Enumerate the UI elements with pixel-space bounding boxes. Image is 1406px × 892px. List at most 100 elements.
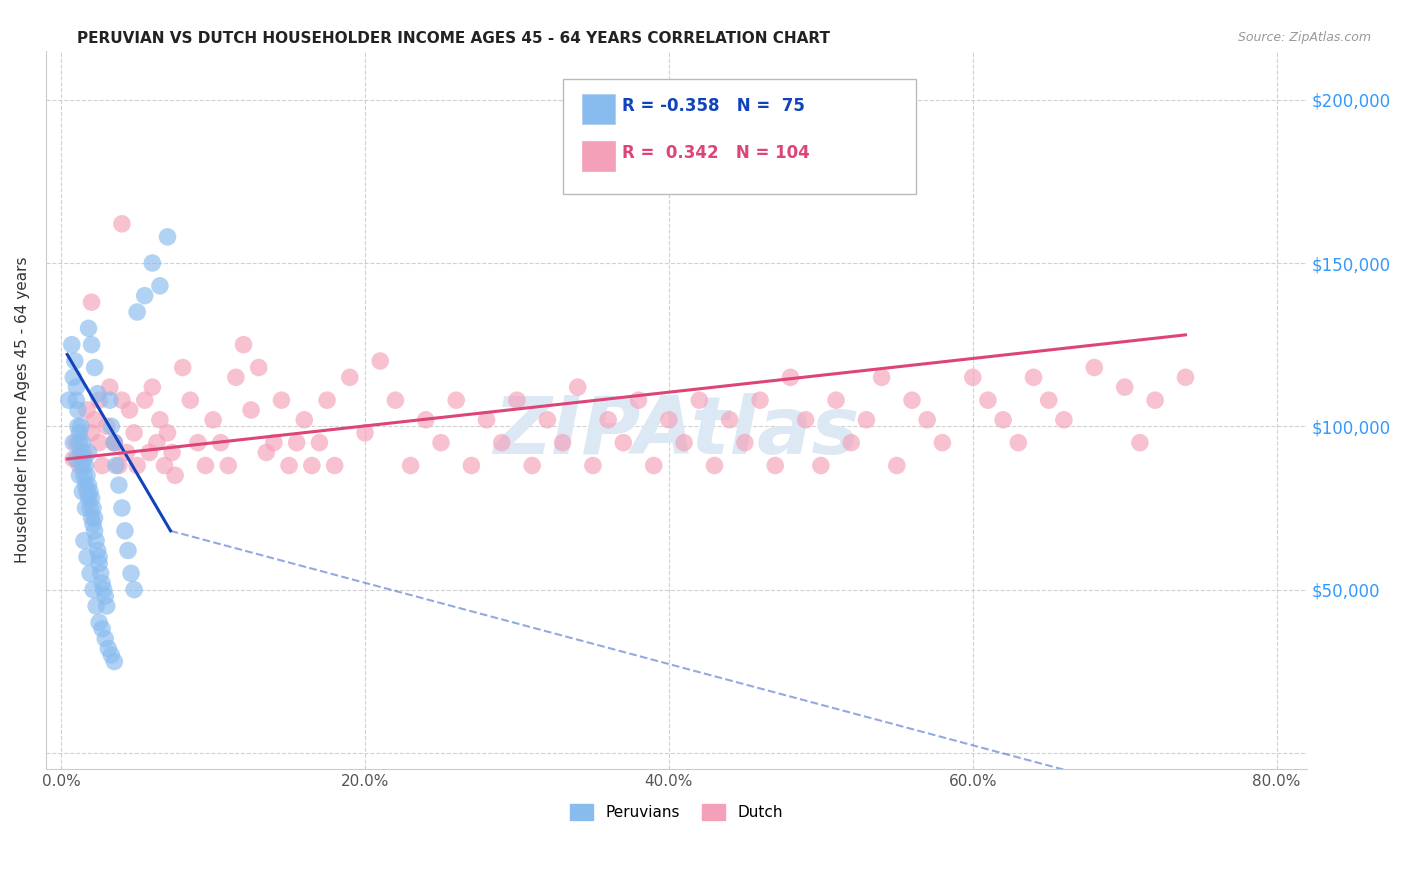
Point	[103, 435, 125, 450]
Point	[354, 425, 377, 440]
Point	[111, 393, 134, 408]
Point	[1038, 393, 1060, 408]
Point	[134, 393, 156, 408]
Point	[399, 458, 422, 473]
Point	[316, 393, 339, 408]
Point	[810, 458, 832, 473]
Point	[94, 589, 117, 603]
Point	[111, 217, 134, 231]
Point	[134, 288, 156, 302]
Point	[80, 425, 103, 440]
Point	[120, 566, 142, 581]
Point	[76, 468, 98, 483]
Point	[73, 533, 96, 548]
Point	[536, 413, 558, 427]
Point	[165, 468, 187, 483]
Point	[187, 435, 209, 450]
Point	[612, 435, 634, 450]
Point	[62, 370, 84, 384]
Point	[86, 543, 108, 558]
Point	[430, 435, 453, 450]
Point	[108, 478, 131, 492]
Point	[825, 393, 848, 408]
Point	[65, 435, 87, 450]
Point	[225, 370, 247, 384]
Point	[98, 380, 121, 394]
Point	[91, 576, 114, 591]
Point	[153, 458, 176, 473]
Point	[114, 524, 136, 538]
Point	[915, 413, 938, 427]
Point	[118, 403, 141, 417]
FancyBboxPatch shape	[562, 79, 917, 194]
Point	[415, 413, 437, 427]
Point	[1129, 435, 1152, 450]
Point	[506, 393, 529, 408]
Point	[794, 413, 817, 427]
Point	[62, 452, 84, 467]
Point	[673, 435, 696, 450]
Point	[901, 393, 924, 408]
Point	[232, 337, 254, 351]
Point	[520, 458, 543, 473]
Point	[66, 419, 89, 434]
Point	[94, 632, 117, 646]
Point	[93, 582, 115, 597]
Point	[67, 425, 90, 440]
Point	[90, 566, 112, 581]
Point	[65, 393, 87, 408]
Point	[247, 360, 270, 375]
Point	[73, 445, 96, 459]
Point	[886, 458, 908, 473]
Point	[855, 413, 877, 427]
Point	[83, 510, 105, 524]
Text: Source: ZipAtlas.com: Source: ZipAtlas.com	[1237, 31, 1371, 45]
Point	[285, 435, 308, 450]
Legend: Peruvians, Dutch: Peruvians, Dutch	[564, 798, 789, 826]
Point	[179, 393, 201, 408]
Point	[70, 419, 93, 434]
Point	[70, 445, 93, 459]
Point	[582, 458, 605, 473]
FancyBboxPatch shape	[582, 94, 614, 124]
Point	[77, 491, 100, 506]
Point	[91, 458, 114, 473]
Point	[870, 370, 893, 384]
Point	[1053, 413, 1076, 427]
Point	[80, 491, 103, 506]
Point	[72, 484, 94, 499]
Point	[77, 321, 100, 335]
Text: ZIPAtlas: ZIPAtlas	[494, 392, 859, 471]
Point	[77, 445, 100, 459]
Point	[779, 370, 801, 384]
Point	[749, 393, 772, 408]
Point	[91, 622, 114, 636]
Point	[75, 500, 97, 515]
Point	[217, 458, 239, 473]
Point	[551, 435, 574, 450]
Point	[1083, 360, 1105, 375]
Point	[82, 500, 104, 515]
Point	[931, 435, 953, 450]
Point	[79, 500, 101, 515]
Point	[703, 458, 725, 473]
Point	[73, 468, 96, 483]
Point	[263, 435, 285, 450]
Text: PERUVIAN VS DUTCH HOUSEHOLDER INCOME AGES 45 - 64 YEARS CORRELATION CHART: PERUVIAN VS DUTCH HOUSEHOLDER INCOME AGE…	[77, 31, 831, 46]
Point	[1114, 380, 1136, 394]
Text: R = -0.358   N =  75: R = -0.358 N = 75	[623, 97, 806, 115]
Point	[839, 435, 862, 450]
Point	[156, 425, 179, 440]
Point	[115, 445, 138, 459]
Point	[103, 435, 125, 450]
Point	[658, 413, 681, 427]
Point	[278, 458, 301, 473]
Point	[384, 393, 406, 408]
Point	[82, 517, 104, 532]
Point	[149, 413, 172, 427]
Point	[209, 435, 232, 450]
Point	[65, 380, 87, 394]
Point	[301, 458, 323, 473]
Point	[96, 599, 118, 613]
Point	[76, 403, 98, 417]
